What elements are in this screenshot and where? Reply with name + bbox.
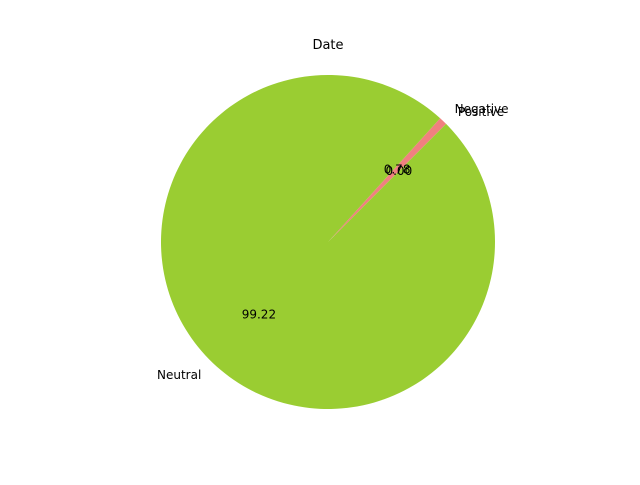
pie-slice-negative (328, 118, 447, 242)
pie-slices (160, 74, 495, 409)
slice-label-neutral: Neutral (157, 368, 201, 382)
pct-label-negative: 0.78 (384, 162, 411, 176)
pie-labels: Positive 0.00 Negative 0.78 Neutral 99.22 (157, 102, 509, 382)
slice-label-positive: Positive (458, 105, 504, 119)
pie-slice-neutral (160, 74, 495, 409)
slice-label-negative: Negative (455, 102, 509, 116)
chart-title: Date (312, 38, 343, 53)
pct-label-positive: 0.00 (385, 164, 412, 178)
pct-label-neutral: 99.22 (242, 308, 276, 322)
